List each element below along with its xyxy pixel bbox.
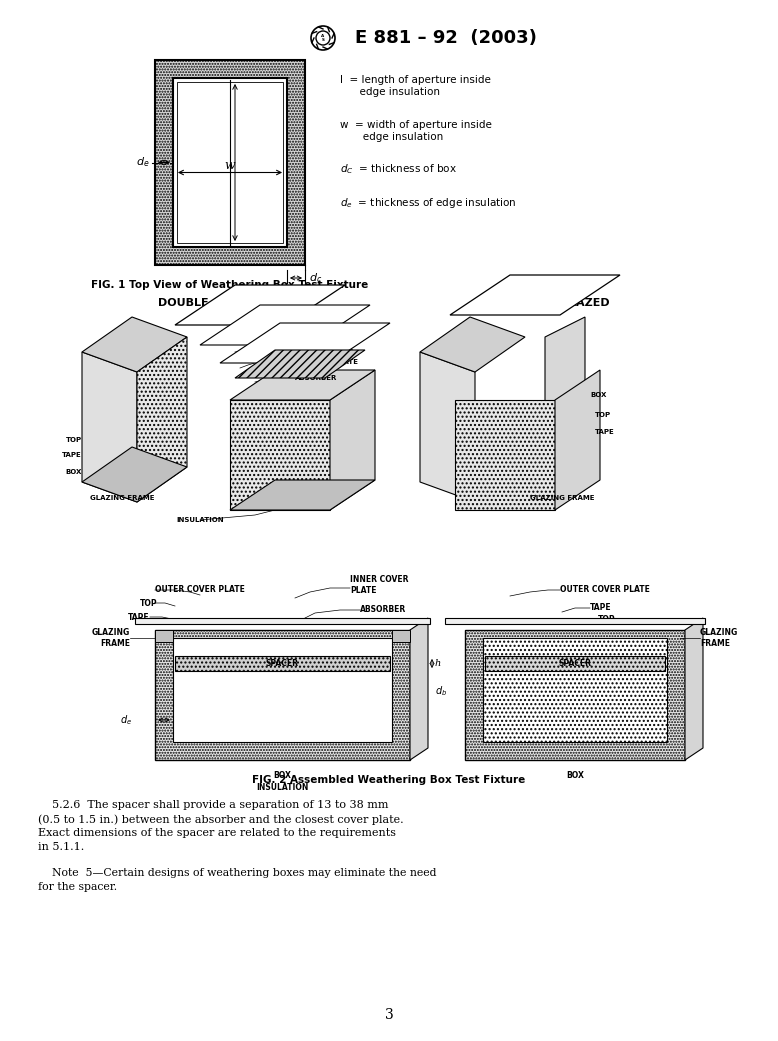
Text: h: h	[435, 659, 441, 667]
Polygon shape	[230, 370, 375, 400]
Text: 3: 3	[384, 1008, 394, 1022]
Text: DOUBLE GLAZED: DOUBLE GLAZED	[158, 298, 262, 308]
Bar	[392, 630, 410, 642]
Text: Exact dimensions of the spacer are related to the requirements: Exact dimensions of the spacer are relat…	[38, 828, 396, 838]
Bar	[155, 630, 410, 760]
Text: $d_e$: $d_e$	[120, 713, 132, 727]
Text: INNER COVER
PLATE: INNER COVER PLATE	[350, 575, 408, 595]
Text: BOX: BOX	[274, 770, 292, 780]
Text: TOP: TOP	[595, 412, 612, 418]
Text: INSULATION: INSULATION	[256, 783, 309, 791]
Text: in 5.1.1.: in 5.1.1.	[38, 842, 84, 852]
Bar	[445, 618, 705, 624]
Text: TOP: TOP	[140, 599, 158, 608]
Polygon shape	[330, 370, 375, 510]
Bar	[155, 60, 305, 265]
Text: Note  5—Certain designs of weathering boxes may eliminate the need: Note 5—Certain designs of weathering box…	[38, 868, 436, 878]
Text: GLAZING FRAME: GLAZING FRAME	[90, 496, 155, 501]
Text: COVER PLATE: COVER PLATE	[300, 345, 353, 351]
Bar	[483, 638, 667, 742]
Polygon shape	[685, 618, 703, 760]
Text: OUTER COVER PLATE: OUTER COVER PLATE	[155, 585, 245, 594]
Bar	[465, 630, 685, 760]
Text: 5.2.6  The spacer shall provide a separation of 13 to 38 mm: 5.2.6 The spacer shall provide a separat…	[38, 799, 388, 810]
Bar	[173, 638, 392, 742]
Text: $d_c$: $d_c$	[309, 271, 322, 285]
Text: GLAZING
FRAME: GLAZING FRAME	[700, 628, 738, 649]
Text: FIG. 2 Assembled Weathering Box Test Fixture: FIG. 2 Assembled Weathering Box Test Fix…	[252, 775, 526, 785]
Text: w  = width of aperture inside
       edge insulation: w = width of aperture inside edge insula…	[340, 120, 492, 142]
Polygon shape	[220, 323, 390, 363]
Text: INSULATION: INSULATION	[176, 517, 224, 523]
Polygon shape	[137, 337, 187, 502]
Text: SPACER: SPACER	[559, 659, 591, 667]
Text: ABSORBER: ABSORBER	[295, 375, 338, 381]
Polygon shape	[420, 352, 475, 502]
Text: TAPE: TAPE	[590, 604, 612, 612]
Bar	[135, 618, 430, 624]
Bar	[483, 638, 667, 742]
Text: BOX: BOX	[566, 770, 584, 780]
Polygon shape	[82, 352, 137, 502]
Text: l  = length of aperture inside
      edge insulation: l = length of aperture inside edge insul…	[340, 75, 491, 97]
Polygon shape	[230, 400, 330, 510]
Text: TAPE: TAPE	[595, 429, 615, 435]
Text: SPACER: SPACER	[266, 659, 299, 667]
Text: BOX: BOX	[590, 392, 606, 398]
Text: $d_b$: $d_b$	[435, 684, 447, 697]
Bar	[177, 82, 283, 243]
Polygon shape	[82, 318, 187, 372]
Polygon shape	[450, 275, 620, 315]
Polygon shape	[420, 318, 525, 372]
Text: TAPE: TAPE	[128, 612, 149, 621]
Text: (0.5 to 1.5 in.) between the absorber and the closest cover plate.: (0.5 to 1.5 in.) between the absorber an…	[38, 814, 404, 824]
Text: TOP: TOP	[66, 437, 82, 443]
Polygon shape	[555, 370, 600, 510]
Bar	[485, 656, 665, 671]
Text: $d_C$  = thickness of box: $d_C$ = thickness of box	[340, 162, 457, 176]
Polygon shape	[82, 447, 187, 502]
Text: A
S: A S	[321, 33, 324, 43]
Bar	[175, 656, 390, 671]
Polygon shape	[200, 305, 370, 345]
Text: w: w	[225, 159, 236, 172]
Polygon shape	[175, 285, 345, 325]
Text: TOP: TOP	[598, 615, 615, 625]
Bar	[173, 78, 287, 247]
Text: GLAZING FRAME: GLAZING FRAME	[530, 496, 594, 501]
Bar	[155, 630, 173, 642]
Text: TAPE: TAPE	[62, 452, 82, 458]
Text: SINGLE GLAZED: SINGLE GLAZED	[510, 298, 609, 308]
Text: INNER COVER PLATE: INNER COVER PLATE	[278, 359, 358, 365]
Text: FIG. 1 Top View of Weathering Box Test Fixture: FIG. 1 Top View of Weathering Box Test F…	[91, 280, 369, 290]
Text: for the spacer.: for the spacer.	[38, 882, 117, 892]
Bar	[155, 60, 305, 265]
Bar	[155, 630, 410, 760]
Text: $d_e$: $d_e$	[135, 155, 149, 170]
Bar	[465, 630, 685, 760]
Polygon shape	[545, 318, 585, 467]
Text: ABSORBER: ABSORBER	[360, 606, 406, 614]
Text: OUTER COVER PLATE: OUTER COVER PLATE	[280, 327, 363, 333]
Text: OUTER COVER PLATE: OUTER COVER PLATE	[560, 585, 650, 594]
Polygon shape	[230, 480, 375, 510]
Text: $d_e$  = thickness of edge insulation: $d_e$ = thickness of edge insulation	[340, 196, 517, 210]
Text: E 881 – 92  (2003): E 881 – 92 (2003)	[355, 29, 537, 47]
Text: GLAZING
FRAME: GLAZING FRAME	[92, 628, 130, 649]
Polygon shape	[455, 400, 555, 510]
Text: BOX: BOX	[65, 469, 82, 475]
Polygon shape	[235, 350, 365, 378]
Polygon shape	[410, 618, 428, 760]
